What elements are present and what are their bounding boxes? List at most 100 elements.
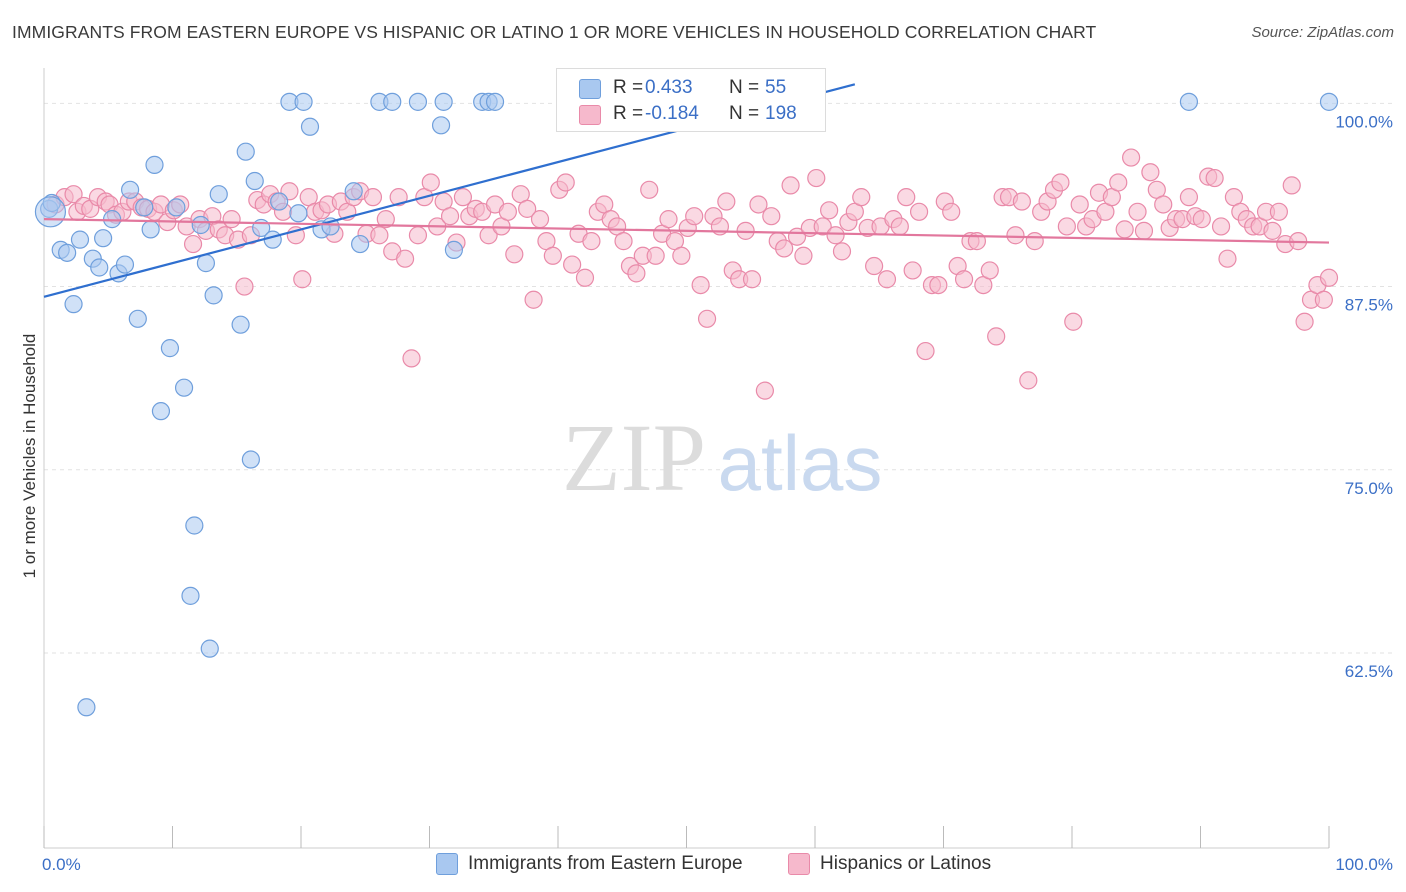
data-point-hispanics [749,195,768,214]
data-point-eastern-europe [167,198,186,217]
data-point-eastern-europe [191,215,210,235]
data-point-eastern-europe [128,309,147,328]
data-point-hispanics [794,246,813,265]
data-point-hispanics [820,201,839,220]
y-tick-label: 100.0% [1335,112,1393,131]
data-point-hispanics [518,199,537,218]
data-point-hispanics [389,188,408,207]
data-point-hispanics [363,188,383,207]
data-point-eastern-europe [1179,92,1199,111]
legend-n-value: 198 [765,103,797,124]
data-point-hispanics [659,210,678,229]
data-point-hispanics [1109,173,1128,192]
data-point-eastern-europe [263,230,282,249]
legend-r-value: -0.184 [645,103,699,124]
data-point-eastern-europe [431,116,451,135]
data-point-eastern-europe [294,92,313,111]
legend-row-eastern-europe: R = 0.433 N = 55 [557,75,825,103]
legend-swatch-pink [579,105,601,125]
data-point-eastern-europe [115,255,135,274]
data-point-hispanics [1192,210,1211,229]
data-point-eastern-europe [70,230,90,249]
data-point-hispanics [505,245,524,264]
data-point-eastern-europe [196,254,216,273]
data-point-eastern-europe [160,339,180,358]
data-point-hispanics [1006,226,1025,245]
data-point-eastern-europe [64,295,83,314]
data-point-hispanics [1064,312,1083,331]
data-point-eastern-europe [209,185,228,204]
data-point-eastern-europe [300,117,320,136]
data-point-eastern-europe [434,92,453,111]
data-point-hispanics [1314,290,1333,309]
data-point-hispanics [909,202,929,221]
data-point-eastern-europe [245,171,264,191]
data-point-eastern-europe [174,378,194,397]
y-tick-label: 87.5% [1345,296,1393,315]
data-point-hispanics [402,349,421,368]
data-point-hispanics [1051,173,1070,192]
legend-swatch-pink [788,853,810,875]
data-point-eastern-europe [236,142,255,161]
data-point-hispanics [865,256,884,276]
data-point-eastern-europe-large [34,196,67,228]
correlation-legend: R = 0.433 N = 55 R = -0.184 N = 198 [556,68,826,132]
data-point-hispanics [781,176,800,195]
data-point-eastern-europe [383,92,402,111]
data-point-hispanics [1179,188,1199,207]
y-axis-label: 1 or more Vehicles in Household [20,333,39,579]
chart-title: IMMIGRANTS FROM EASTERN EUROPE VS HISPAN… [12,22,1097,42]
data-point-hispanics [903,261,922,280]
data-point-hispanics [807,168,826,188]
data-point-eastern-europe [200,639,219,658]
data-point-hispanics [954,270,974,289]
data-point-hispanics [1025,232,1044,251]
y-tick-label: 62.5% [1345,662,1393,681]
data-point-hispanics [762,207,781,226]
data-point-eastern-europe [270,192,289,211]
data-point-hispanics [1115,220,1134,239]
data-point-eastern-europe [135,198,154,217]
data-point-eastern-europe [204,286,223,305]
data-point-hispanics [942,202,961,221]
data-point-hispanics [222,210,241,229]
data-point-hispanics [755,381,774,400]
data-point-hispanics [691,275,710,295]
data-point-hispanics [453,188,473,207]
data-point-hispanics [530,210,550,229]
data-point-hispanics [498,202,517,221]
data-point-hispanics [672,246,691,265]
data-point-eastern-europe [181,586,200,605]
y-tick-label: 75.0% [1345,479,1393,498]
legend-swatch-blue [436,853,458,875]
data-point-hispanics [1134,221,1154,240]
legend-r-label: R = [613,77,644,98]
data-point-eastern-europe [344,182,363,201]
legend-n-label: N = [729,77,760,98]
data-point-hispanics [1295,312,1314,331]
legend-label: Immigrants from Eastern Europe [468,853,743,874]
data-point-hispanics [1211,217,1231,236]
data-point-hispanics [1012,192,1031,211]
data-point-hispanics [980,261,999,280]
data-point-hispanics [685,207,704,226]
data-point-hispanics [832,242,852,261]
data-point-eastern-europe [444,240,464,260]
data-point-hispanics [717,192,736,211]
data-point-hispanics [890,217,909,236]
data-point-hispanics [1122,148,1141,167]
data-point-hispanics [1269,202,1288,221]
data-point-eastern-europe [77,698,96,717]
legend-r-label: R = [613,103,644,124]
data-point-hispanics [293,270,312,289]
legend-n-value: 55 [765,77,787,98]
data-point-hispanics [395,249,415,268]
legend-r-value: 0.433 [645,77,693,98]
data-point-eastern-europe [151,402,171,421]
data-point-eastern-europe [103,210,122,229]
series-hispanics-points [46,148,1339,400]
data-point-hispanics [1205,168,1224,188]
data-point-eastern-europe [141,220,160,239]
data-point-hispanics [1154,195,1173,214]
